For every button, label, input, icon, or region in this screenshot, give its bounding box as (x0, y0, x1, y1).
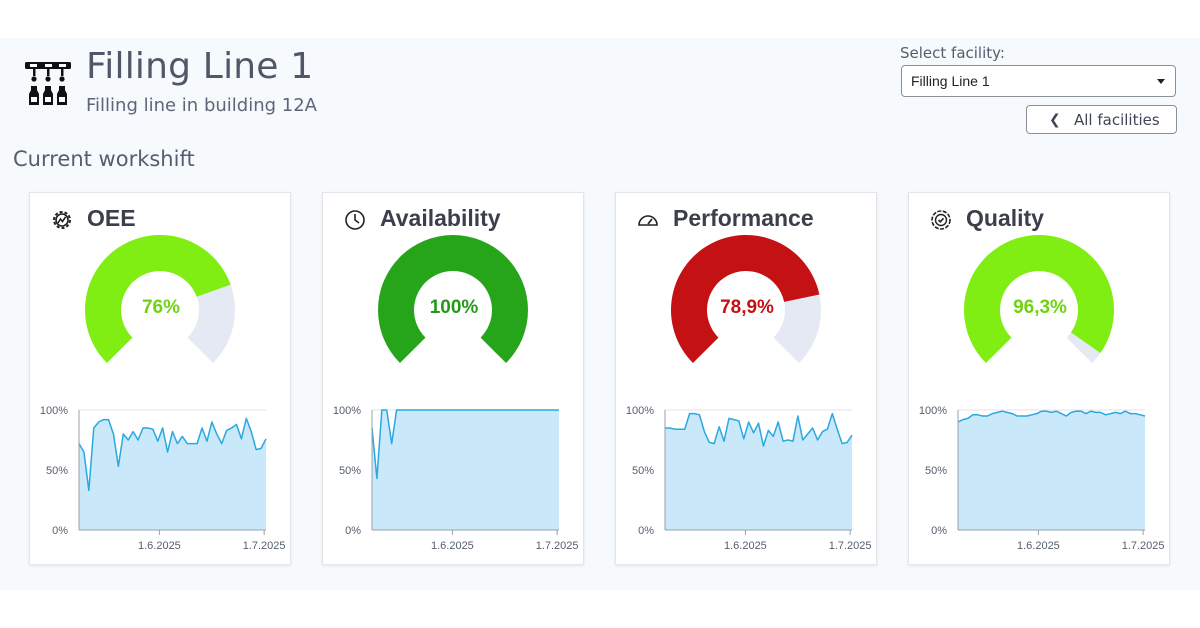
card-title: Availability (380, 205, 501, 231)
x-tick-label: 1.6.2025 (138, 540, 181, 552)
kpi-card-availability: Availability 100% 100% 50% 0% 1.6.2025 1.7.2… (322, 192, 584, 565)
y-tick-label: 50% (632, 465, 654, 477)
series-line (665, 412, 853, 447)
performance-trend-chart: 100% 50% 0% 1.6.2025 1.7.2025 (626, 405, 872, 552)
x-tick-label: 1.7.2025 (536, 540, 579, 552)
series-line (957, 410, 1146, 423)
oee-gear-icon (53, 211, 71, 229)
quality-gauge (964, 235, 1114, 364)
kpi-card-quality: Quality 96,3% 100% 50% 0% 1.6.2025 1.7.2025 (908, 192, 1170, 565)
y-tick-label: 0% (638, 525, 654, 537)
all-facilities-label: All facilities (1074, 111, 1160, 129)
series-area (79, 418, 266, 530)
gauge-value: 100% (429, 297, 479, 318)
series-area (665, 413, 852, 530)
all-facilities-button[interactable]: ❮ All facilities (1026, 105, 1177, 134)
section-title: Current workshift (13, 147, 195, 171)
gauge-fill (85, 235, 231, 364)
y-tick-label: 0% (931, 525, 947, 537)
gauge-fill (378, 235, 528, 364)
y-tick-label: 50% (339, 465, 361, 477)
kpi-card-performance: Performance 78,9% 100% 50% 0% 1.6.2025 1.7.2… (615, 192, 877, 565)
speedometer-icon (638, 215, 658, 226)
y-tick-label: 100% (626, 405, 654, 417)
oee-gauge (85, 235, 235, 364)
x-tick-label: 1.7.2025 (1122, 540, 1165, 552)
facility-select-label: Select facility: (900, 44, 1005, 62)
caret-down-icon (1157, 79, 1165, 84)
performance-gauge (671, 235, 821, 364)
y-tick-label: 0% (345, 525, 361, 537)
y-tick-label: 50% (46, 465, 68, 477)
chevron-left-icon: ❮ (1049, 112, 1061, 128)
y-tick-label: 0% (52, 525, 68, 537)
kpi-card-oee: OEE 76% 100% 50% 0% 1.6.2025 1.7.2025 (29, 192, 291, 565)
y-tick-label: 100% (919, 405, 947, 417)
availability-trend-chart: 100% 50% 0% 1.6.2025 1.7.2025 (333, 405, 579, 552)
card-title: OEE (87, 205, 136, 231)
page-title: Filling Line 1 (86, 46, 314, 87)
card-title: Performance (673, 205, 814, 231)
x-tick-label: 1.6.2025 (1017, 540, 1060, 552)
x-tick-label: 1.6.2025 (724, 540, 767, 552)
gauge-value: 76% (141, 297, 181, 318)
quality-badge-icon (931, 210, 951, 230)
y-tick-label: 100% (333, 405, 361, 417)
series-line (371, 409, 559, 480)
facility-select-value: Filling Line 1 (911, 73, 990, 89)
oee-trend-chart: 100% 50% 0% 1.6.2025 1.7.2025 (40, 405, 286, 552)
y-tick-label: 50% (925, 465, 947, 477)
x-tick-label: 1.6.2025 (431, 540, 474, 552)
series-area (372, 410, 559, 530)
gauge-fill (964, 235, 1114, 364)
gauge-fill (671, 235, 820, 364)
filling-line-icon (25, 62, 71, 105)
page-subtitle: Filling line in building 12A (86, 95, 317, 116)
x-tick-label: 1.7.2025 (829, 540, 872, 552)
availability-gauge (378, 235, 528, 364)
gauge-value: 78,9% (720, 297, 774, 318)
gauge-value: 96,3% (1013, 297, 1067, 318)
card-title: Quality (966, 205, 1044, 231)
quality-trend-chart: 100% 50% 0% 1.6.2025 1.7.2025 (919, 405, 1165, 552)
x-tick-label: 1.7.2025 (243, 540, 286, 552)
facility-select[interactable]: Filling Line 1 (901, 65, 1176, 97)
clock-icon (345, 210, 365, 230)
series-area (958, 411, 1145, 530)
series-line (78, 417, 267, 492)
y-tick-label: 100% (40, 405, 68, 417)
